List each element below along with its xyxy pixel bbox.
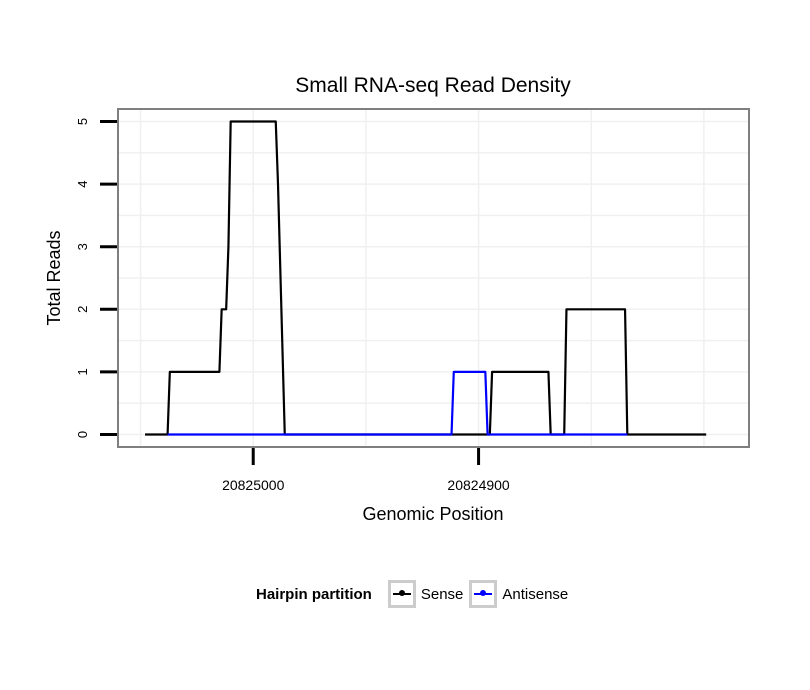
- legend-dot-antisense: [480, 590, 487, 596]
- x-axis-label: Genomic Position: [362, 504, 503, 524]
- series-layer: [145, 120, 707, 436]
- y-tick-label: 1: [75, 368, 90, 375]
- y-tick-label: 3: [75, 243, 90, 250]
- y-tick-label: 4: [75, 180, 90, 187]
- chart-title: Small RNA-seq Read Density: [295, 74, 571, 97]
- grid: [118, 109, 749, 447]
- y-tick-label: 0: [75, 431, 90, 438]
- y-axis-label: Total Reads: [44, 230, 64, 325]
- legend-label-sense: Sense: [420, 585, 464, 603]
- x-axis: 20825000 20824900: [222, 448, 510, 493]
- series-line-antisense: [167, 370, 628, 436]
- y-tick-label: 5: [75, 118, 90, 125]
- series-line-sense: [145, 120, 707, 436]
- legend-key-antisense: [469, 580, 498, 608]
- legend-dot-sense: [398, 590, 405, 596]
- y-axis: 0 1 2 3 4 5: [75, 118, 117, 438]
- legend-item-antisense: Antisense: [469, 580, 568, 608]
- legend-item-sense: Sense: [387, 580, 464, 608]
- legend-key-sense: [387, 580, 416, 608]
- y-tick-label: 2: [75, 306, 90, 313]
- legend-title: Hairpin partition: [256, 585, 372, 603]
- plot-frame: [117, 108, 750, 448]
- legend-label-antisense: Antisense: [502, 585, 569, 603]
- legend: Hairpin partition Sense Antisense: [256, 580, 574, 608]
- x-tick-label: 20825000: [222, 477, 285, 493]
- x-tick-label: 20824900: [447, 477, 510, 493]
